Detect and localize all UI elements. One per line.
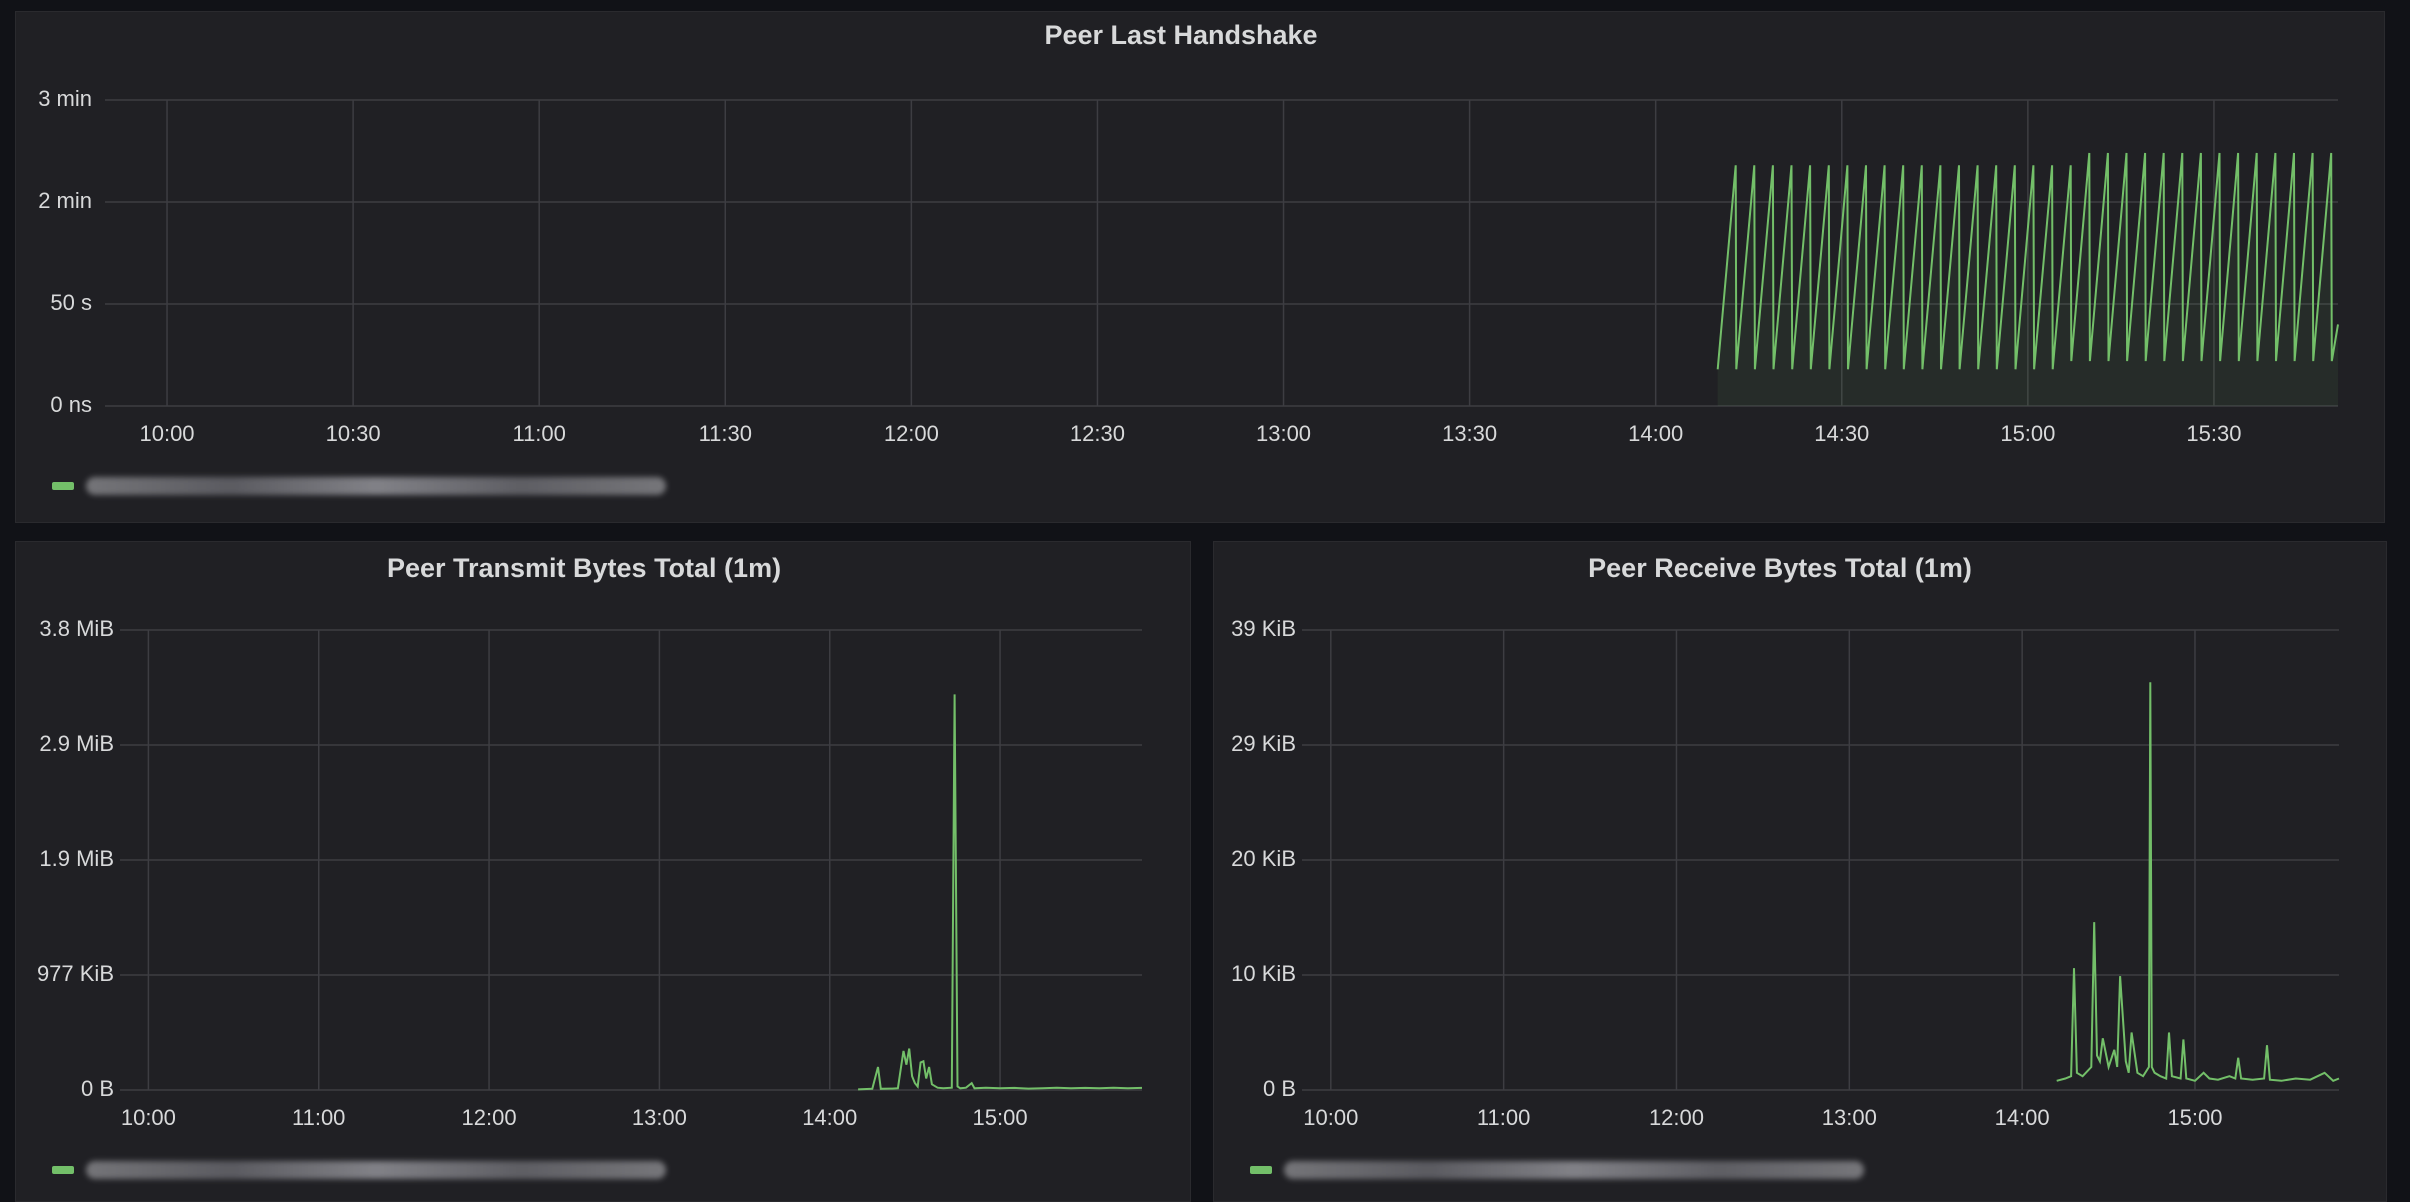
x-tick-label: 14:00 <box>802 1105 857 1130</box>
y-tick-label: 1.9 MiB <box>39 846 114 871</box>
x-tick-label: 15:00 <box>973 1105 1028 1130</box>
y-tick-label: 20 KiB <box>1231 846 1296 871</box>
area-fill <box>1717 153 2338 406</box>
x-tick-label: 13:00 <box>1822 1105 1877 1130</box>
blurred-legend <box>86 1161 666 1179</box>
y-tick-label: 0 B <box>81 1076 114 1101</box>
legend-marker <box>52 482 74 490</box>
x-tick-label: 15:00 <box>2167 1105 2222 1130</box>
chart-title: Peer Last Handshake <box>1044 20 1317 50</box>
x-tick-label: 12:00 <box>1649 1105 1704 1130</box>
series-line <box>1716 152 2339 370</box>
x-tick-label: 10:30 <box>326 421 381 446</box>
y-tick-label: 0 B <box>1263 1076 1296 1101</box>
x-tick-label: 15:30 <box>2186 421 2241 446</box>
y-tick-label: 3 min <box>38 86 92 111</box>
y-tick-label: 39 KiB <box>1231 616 1296 641</box>
x-tick-label: 12:30 <box>1070 421 1125 446</box>
x-tick-label: 14:00 <box>1628 421 1683 446</box>
y-tick-label: 50 s <box>50 290 92 315</box>
x-tick-label: 11:00 <box>512 421 565 446</box>
y-tick-label: 3.8 MiB <box>39 616 114 641</box>
x-tick-label: 11:00 <box>292 1105 345 1130</box>
panel <box>15 11 2385 523</box>
y-tick-label: 2 min <box>38 188 92 213</box>
x-tick-label: 15:00 <box>2000 421 2055 446</box>
x-tick-label: 10:00 <box>1303 1105 1358 1130</box>
y-tick-label: 0 ns <box>50 392 92 417</box>
x-tick-label: 10:00 <box>121 1105 176 1130</box>
chart-title: Peer Transmit Bytes Total (1m) <box>387 553 781 583</box>
x-tick-label: 13:30 <box>1442 421 1497 446</box>
blurred-legend <box>1284 1161 1864 1179</box>
x-tick-label: 13:00 <box>1256 421 1311 446</box>
y-tick-label: 29 KiB <box>1231 731 1296 756</box>
series-line <box>858 694 1143 1091</box>
x-tick-label: 13:00 <box>632 1105 687 1130</box>
y-tick-label: 10 KiB <box>1231 961 1296 986</box>
blurred-legend <box>86 477 666 495</box>
legend-marker <box>52 1166 74 1174</box>
x-tick-label: 12:00 <box>462 1105 517 1130</box>
chart-title: Peer Receive Bytes Total (1m) <box>1588 553 1972 583</box>
legend-marker <box>1250 1166 1272 1174</box>
series-line <box>2056 682 2340 1082</box>
x-tick-label: 11:00 <box>1477 1105 1530 1130</box>
x-tick-label: 12:00 <box>884 421 939 446</box>
x-tick-label: 10:00 <box>139 421 194 446</box>
y-tick-label: 977 KiB <box>37 961 114 986</box>
x-tick-label: 11:30 <box>699 421 752 446</box>
x-tick-label: 14:30 <box>1814 421 1869 446</box>
panel <box>15 541 1191 1202</box>
x-tick-label: 14:00 <box>1995 1105 2050 1130</box>
y-tick-label: 2.9 MiB <box>39 731 114 756</box>
